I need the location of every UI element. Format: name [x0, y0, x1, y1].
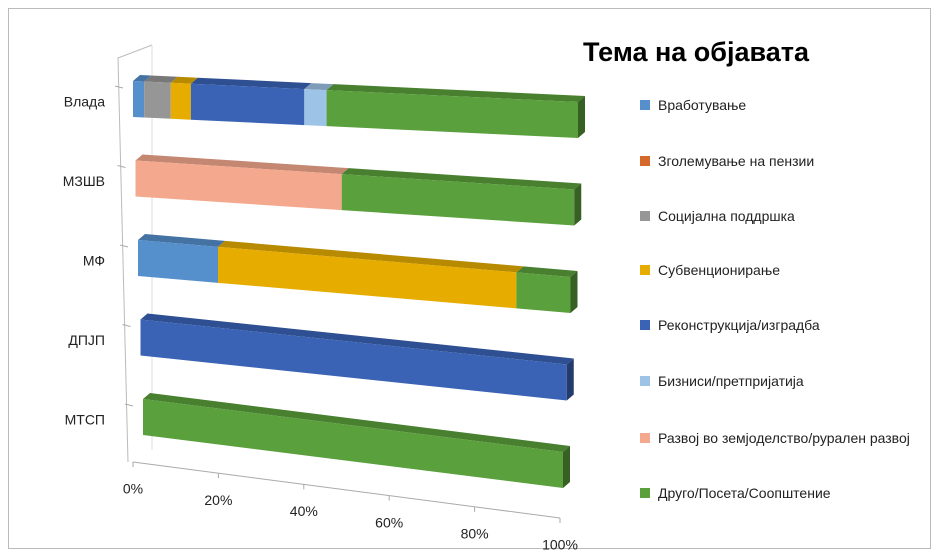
bar: [140, 319, 567, 401]
y-tick-label: МЗШВ: [63, 173, 105, 189]
bar: [138, 240, 219, 283]
legend-item: Развој во земјоделство/рурален развој: [636, 429, 921, 448]
bar-end: [574, 183, 582, 226]
bar-top: [170, 76, 198, 84]
y-tick-label: ДПЈП: [68, 332, 105, 348]
legend-label: Социјална поддршка: [658, 208, 795, 224]
legend-swatch: [640, 265, 650, 275]
legend-item: Социјална поддршка: [636, 207, 921, 226]
bar: [190, 83, 305, 126]
legend-label: Субвенционирање: [658, 262, 780, 278]
x-axis: [132, 461, 561, 519]
legend-item: Субвенционирање: [636, 261, 921, 280]
bar-end: [566, 358, 574, 401]
legend-item: Вработување: [636, 96, 921, 115]
bar-end: [570, 271, 578, 313]
legend-label: Вработување: [658, 97, 747, 113]
x-tick-label: 60%: [375, 514, 403, 530]
bar-top: [304, 83, 334, 91]
bar: [135, 160, 342, 211]
x-tick-label: 20%: [204, 492, 232, 508]
x-tick-label: 0%: [123, 481, 143, 497]
back-wall: [117, 44, 153, 463]
legend-item: Зголемување на пензии: [636, 152, 921, 171]
legend-label: Бизниси/претпријатија: [658, 373, 804, 389]
bar-top: [144, 75, 178, 83]
bar-end: [578, 96, 585, 138]
legend-item: Бизниси/претпријатија: [636, 372, 921, 391]
legend-item: Друго/Посета/Соопштение: [636, 484, 921, 503]
bar-top: [516, 266, 578, 277]
legend-label: Развој во земјоделство/рурален развој: [658, 430, 910, 446]
bar-top: [133, 75, 152, 82]
bar: [218, 246, 517, 309]
bar: [144, 81, 171, 119]
legend-label: Друго/Посета/Соопштение: [658, 485, 831, 501]
x-tick-label: 80%: [461, 526, 489, 542]
bar: [304, 89, 327, 127]
bar: [341, 174, 575, 226]
frame: [8, 8, 931, 549]
legend-swatch: [640, 488, 650, 498]
y-tick: [124, 403, 134, 407]
legend-swatch: [640, 376, 650, 386]
legend-swatch: [640, 100, 650, 110]
bar-top: [138, 234, 226, 247]
bar-top: [140, 313, 574, 365]
bar-end: [563, 446, 570, 488]
y-tick: [122, 324, 131, 327]
legend-swatch: [640, 156, 650, 166]
y-tick: [114, 85, 124, 89]
legend-swatch: [640, 211, 650, 221]
bar-top: [143, 393, 570, 452]
bar: [143, 399, 563, 488]
legend-label: Зголемување на пензии: [658, 153, 815, 169]
bar-top: [190, 77, 312, 90]
legend-swatch: [640, 433, 650, 443]
bar: [326, 90, 578, 138]
y-tick: [117, 165, 126, 168]
bar-top: [135, 154, 349, 175]
bar-top: [326, 84, 585, 102]
x-tick-label: 40%: [290, 503, 318, 519]
legend-swatch: [640, 320, 650, 330]
y-tick: [119, 244, 129, 248]
legend-item: Реконструкција/изградба: [636, 316, 921, 335]
bar: [133, 81, 145, 118]
bar-top: [341, 168, 582, 190]
legend-label: Реконструкција/изградба: [658, 317, 820, 333]
bar: [170, 82, 191, 120]
bar-top: [218, 240, 524, 273]
y-tick-label: МФ: [83, 253, 105, 269]
bar: [516, 272, 571, 313]
x-tick-label: 100%: [542, 537, 578, 553]
chart-title: Тема на објавата: [583, 37, 810, 67]
y-tick-label: МТСП: [65, 412, 105, 428]
y-tick-label: Влада: [64, 94, 105, 110]
